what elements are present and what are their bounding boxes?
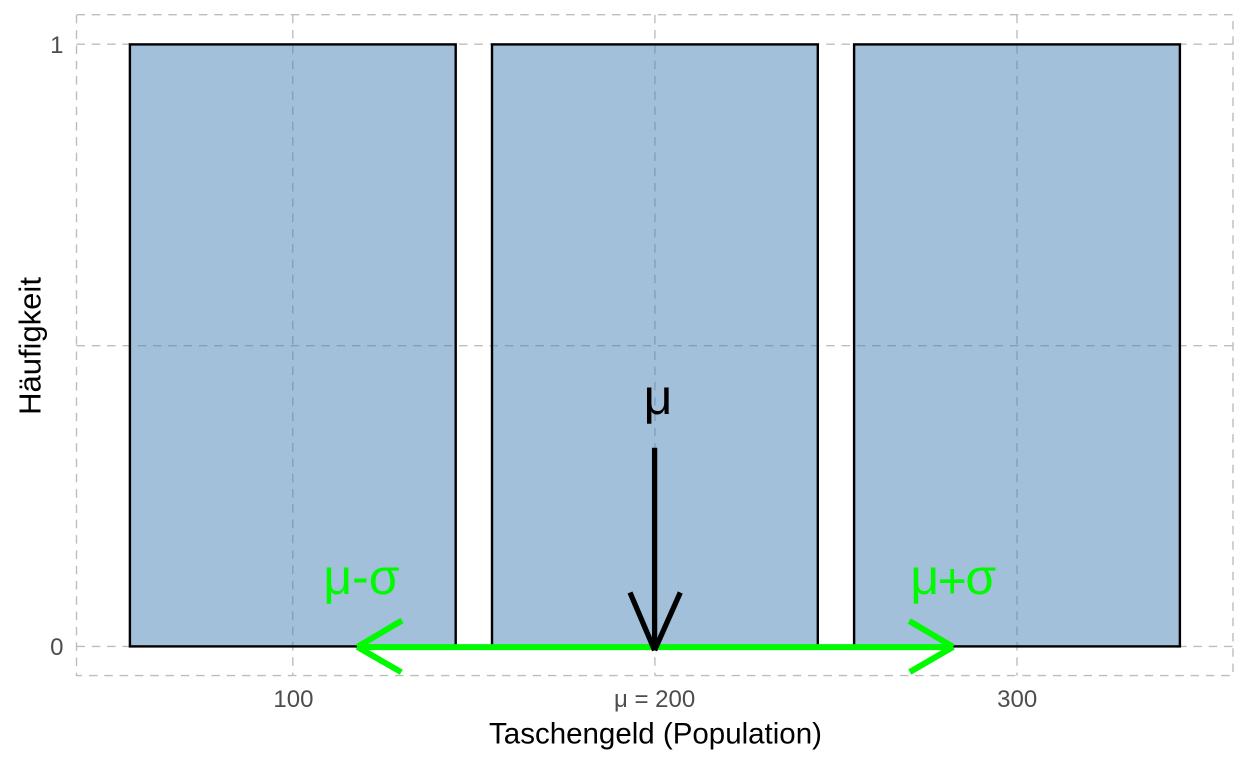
svg-text:300: 300 xyxy=(997,686,1037,713)
svg-text:μ: μ xyxy=(644,369,673,425)
svg-text:Taschengeld (Population): Taschengeld (Population) xyxy=(489,718,822,751)
svg-text:μ+σ: μ+σ xyxy=(910,549,996,609)
svg-text:μ = 200: μ = 200 xyxy=(614,686,695,713)
svg-text:0: 0 xyxy=(50,634,63,661)
svg-text:100: 100 xyxy=(273,686,313,713)
svg-text:1: 1 xyxy=(50,32,63,59)
svg-text:μ-σ: μ-σ xyxy=(323,549,399,605)
svg-text:Häufigkeit: Häufigkeit xyxy=(13,277,48,415)
